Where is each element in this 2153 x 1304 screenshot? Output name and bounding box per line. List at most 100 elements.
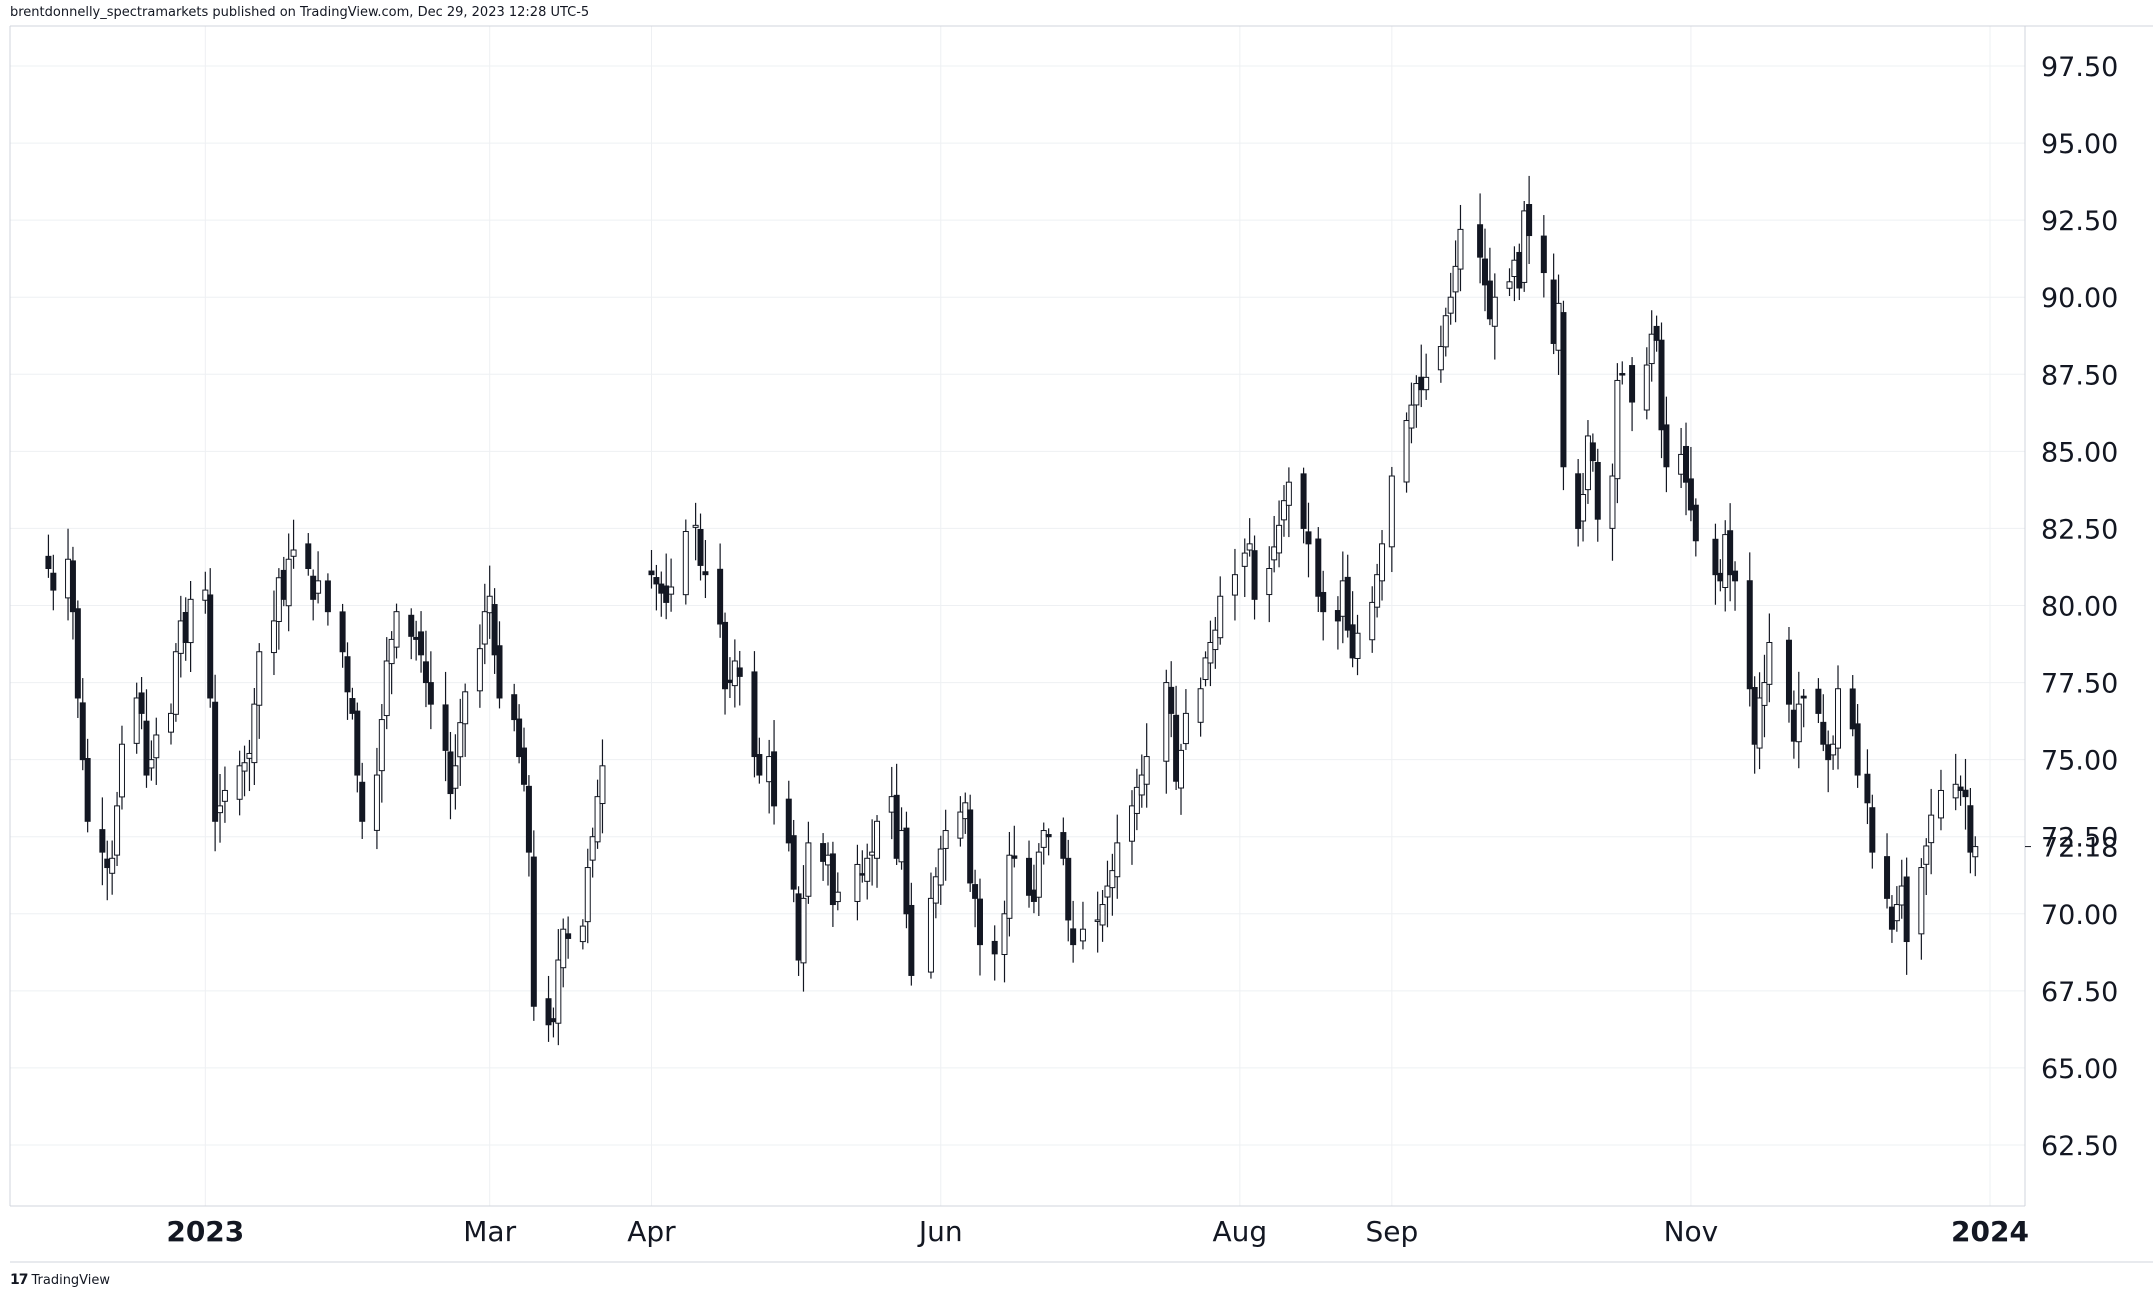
- candle-body: [1506, 281, 1513, 289]
- candle-body: [820, 843, 827, 862]
- candle-body: [1648, 333, 1655, 365]
- candle-body: [864, 857, 871, 882]
- candle-body: [854, 863, 861, 902]
- candle-body: [143, 720, 150, 776]
- candle-body: [1423, 376, 1430, 391]
- candle-body: [1692, 504, 1699, 542]
- candle-body: [1143, 756, 1150, 785]
- candle-body: [1962, 789, 1969, 798]
- candle-body: [270, 620, 277, 654]
- candle-body: [1349, 624, 1356, 659]
- candle-body: [1128, 805, 1135, 842]
- x-tick-label: Jun: [917, 1215, 963, 1248]
- candle-body: [118, 743, 125, 798]
- candle-body: [1045, 834, 1052, 838]
- candle-body: [1266, 568, 1273, 596]
- candle-body: [344, 656, 351, 693]
- candle-body: [74, 608, 81, 699]
- candle-body: [1521, 210, 1528, 283]
- candle-body: [805, 842, 812, 897]
- candle-body: [1280, 500, 1287, 521]
- candle-body: [246, 752, 253, 759]
- candle-body: [1491, 296, 1498, 327]
- candle-body: [1746, 580, 1753, 690]
- candle-body: [525, 785, 532, 853]
- candle-body: [1918, 867, 1925, 935]
- candle-body: [1207, 641, 1214, 664]
- tradingview-footer[interactable]: 17 TradingView: [10, 1272, 110, 1288]
- candle-body: [1888, 906, 1895, 930]
- candle-body: [545, 998, 552, 1026]
- candle-body: [1452, 265, 1459, 293]
- candle-body: [1584, 435, 1591, 491]
- x-tick-label: 2024: [1951, 1215, 2029, 1248]
- tradingview-logo-icon: 17: [10, 1272, 29, 1288]
- candle-body: [1217, 595, 1224, 639]
- candle-body: [726, 679, 733, 684]
- y-tick-label: 67.50: [2041, 977, 2118, 1008]
- candle-body: [1442, 315, 1449, 348]
- candle-body: [1619, 373, 1626, 376]
- candle-body: [1065, 857, 1072, 921]
- candle-body: [682, 531, 689, 596]
- candle-body: [1687, 478, 1694, 511]
- candle-body: [1727, 530, 1734, 576]
- y-tick-label: 90.00: [2041, 283, 2118, 314]
- candle-body: [1795, 703, 1802, 743]
- candle-body: [1756, 697, 1763, 749]
- candle-body: [45, 555, 52, 570]
- candle-body: [560, 928, 567, 969]
- candle-body: [942, 830, 949, 849]
- candle-body: [1766, 641, 1773, 685]
- candle-body: [1957, 786, 1964, 791]
- candle-body: [1197, 688, 1204, 723]
- candle-body: [1614, 379, 1621, 480]
- candle-body: [109, 857, 116, 874]
- candle-body: [1594, 461, 1601, 520]
- candle-body: [290, 549, 297, 557]
- candle-body: [1070, 928, 1077, 946]
- y-tick-label: 97.50: [2041, 52, 2118, 83]
- candle-body: [932, 876, 939, 904]
- candle-body: [516, 718, 523, 758]
- candle-body: [555, 959, 562, 1024]
- candle-body: [1722, 534, 1729, 588]
- candle-body: [310, 575, 317, 600]
- candle-body: [1516, 251, 1523, 289]
- candle-body: [648, 570, 655, 576]
- candle-body: [1785, 639, 1792, 705]
- candle-body: [212, 701, 219, 822]
- candle-body: [1511, 259, 1518, 278]
- candle-body: [1271, 546, 1278, 561]
- candle-body: [476, 648, 483, 692]
- candle-body: [1231, 574, 1238, 596]
- candle-body: [785, 798, 792, 844]
- candle-body: [1276, 524, 1283, 554]
- candle-body: [496, 645, 503, 699]
- candle-body: [1060, 832, 1067, 859]
- candle-body: [692, 524, 699, 528]
- candle-body: [1138, 774, 1145, 796]
- candle-body: [771, 751, 778, 807]
- candle-body: [589, 836, 596, 861]
- candle-body: [408, 614, 415, 637]
- candle-body: [1540, 235, 1547, 274]
- candle-body: [427, 682, 434, 705]
- candle-body: [731, 660, 738, 687]
- candle-body: [50, 572, 57, 591]
- candle-body: [1972, 846, 1979, 858]
- candle-body: [1800, 695, 1807, 699]
- candle-body: [1658, 339, 1665, 431]
- candle-body: [795, 893, 802, 961]
- candle-body: [1099, 904, 1106, 926]
- candle-body: [898, 830, 905, 863]
- candle-body: [717, 568, 724, 625]
- candle-body: [1937, 789, 1944, 819]
- y-tick-label: 65.00: [2041, 1054, 2118, 1085]
- candle-body: [491, 604, 498, 656]
- y-tick-label: 95.00: [2041, 129, 2118, 160]
- candle-body: [1408, 404, 1415, 429]
- candle-body: [1751, 687, 1758, 745]
- candle-body: [349, 698, 356, 714]
